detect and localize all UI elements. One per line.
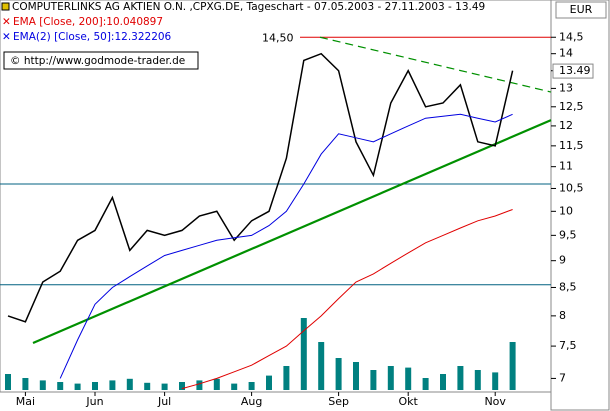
volume-bar (457, 366, 464, 390)
currency: EUR (570, 3, 593, 16)
y-tick-label: 10 (559, 204, 573, 217)
volume-bar (126, 378, 133, 390)
volume-bar (440, 374, 446, 390)
header: COMPUTERLINKS AG AKTIEN O.N. ,CPXG.DE, T… (1, 1, 485, 70)
volume-bar (39, 380, 46, 390)
y-tick-label: 10,5 (559, 181, 584, 194)
chart-title: COMPUTERLINKS AG AKTIEN O.N. ,CPXG.DE, T… (12, 1, 485, 13)
y-tick-label: 13 (559, 81, 573, 94)
y-tick-label: 9,5 (559, 228, 577, 241)
last-price: 13.49 (559, 64, 591, 77)
trendline (32, 119, 552, 344)
x-tick-label: Jun (85, 395, 103, 408)
volume-bar (22, 378, 29, 390)
y-tick-label: 7,5 (559, 339, 577, 352)
volume-bar (492, 372, 499, 390)
volume-bar (509, 342, 516, 390)
y-tick-label: 11,5 (559, 139, 584, 152)
source-box (3, 51, 199, 70)
y-tick-label: 11 (559, 160, 573, 173)
volume-bar (57, 382, 64, 390)
volume-bar (179, 382, 185, 390)
volume-bar (248, 382, 255, 390)
volume-bar (266, 375, 272, 390)
series-line (7, 52, 514, 323)
resistance-label: 14,50 (262, 31, 294, 44)
volume-bar (5, 374, 11, 390)
volume-bar (196, 380, 203, 390)
x-tick-label: Aug (241, 395, 262, 408)
volume-bar (353, 362, 359, 390)
volume-bar (300, 318, 307, 390)
legend-icon: ✕ (2, 16, 11, 28)
y-tick-label: 8 (559, 309, 566, 322)
x-tick-label: Okt (399, 395, 419, 408)
volume-bar (335, 358, 342, 390)
last-price-box (552, 63, 594, 79)
x-tick-label: Nov (484, 395, 506, 408)
icon (1, 2, 10, 11)
volume-bar (144, 382, 151, 390)
y-tick-label: 7 (559, 371, 566, 384)
x-tick-label: Jul (157, 395, 171, 408)
volume-bar (387, 366, 394, 390)
volume-bar (231, 383, 238, 390)
volume-bar (161, 383, 168, 390)
y-tick-label: 14 (559, 47, 573, 60)
legend-entry: EMA(2) [Close, 50]:12.322206 (13, 31, 172, 43)
currency-box (555, 1, 607, 19)
volume-bar (92, 382, 98, 390)
series-line (181, 209, 513, 390)
volume-bar (109, 380, 116, 390)
volume-bar (318, 342, 325, 390)
y-tick-label: 12 (559, 119, 573, 132)
y-tick-label: 8,5 (559, 280, 577, 293)
volume-bar (474, 370, 481, 390)
source: © http://www.godmode-trader.de (10, 55, 185, 67)
x-tick-label: Sep (328, 395, 349, 408)
y-tick-label: 14,5 (559, 30, 584, 43)
legend-icon: ✕ (2, 31, 11, 43)
series-line (59, 113, 513, 379)
volume-bar (422, 378, 429, 390)
volume-bar (74, 383, 81, 390)
x-tick-label: Mai (16, 395, 35, 408)
y-tick-label: 12,5 (559, 100, 584, 113)
y-tick-label: 9 (559, 254, 566, 267)
volume-bar (213, 378, 220, 390)
legend-entry: EMA [Close, 200]:10.040897 (13, 16, 163, 28)
volume-bar (370, 370, 377, 390)
volume-bar (283, 366, 290, 390)
plot: 14,50 (0, 31, 552, 390)
trendline (319, 36, 552, 93)
volume-bar (405, 367, 412, 390)
